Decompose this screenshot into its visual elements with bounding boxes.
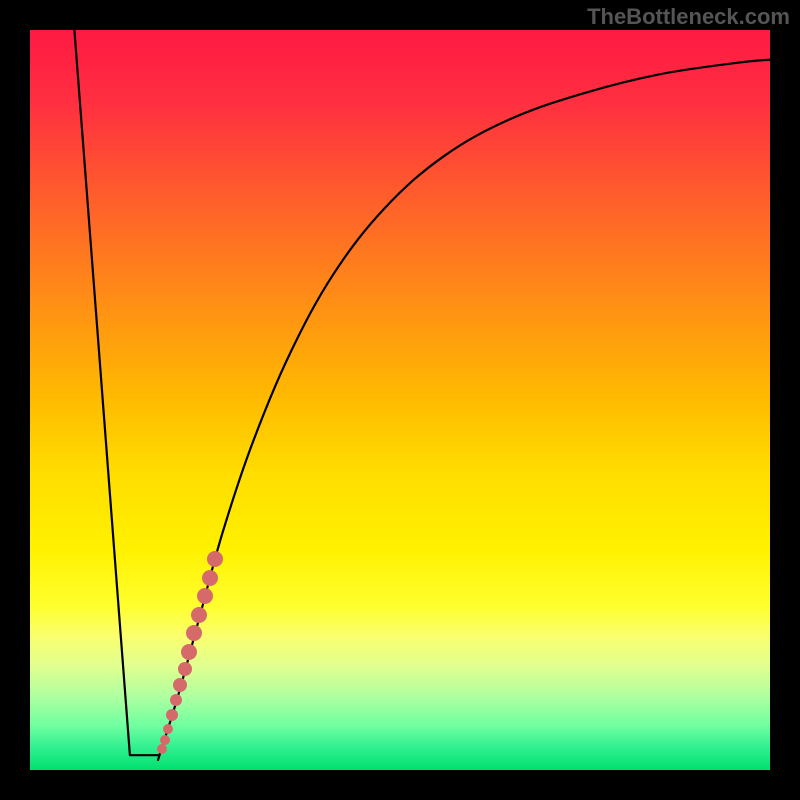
data-point-marker [202,570,218,586]
data-point-marker [163,724,173,734]
plot-area [30,30,770,770]
data-point-marker [186,625,202,641]
data-point-marker [181,644,197,660]
data-point-marker [173,678,187,692]
data-point-marker [178,662,192,676]
gradient-background [30,30,770,770]
data-point-marker [170,694,182,706]
data-point-marker [207,551,223,567]
data-point-marker [197,588,213,604]
watermark-text: TheBottleneck.com [587,4,790,30]
data-point-marker [166,709,178,721]
data-point-marker [160,735,170,745]
data-point-marker [157,744,167,754]
data-point-marker [191,607,207,623]
chart-frame: TheBottleneck.com [0,0,800,800]
